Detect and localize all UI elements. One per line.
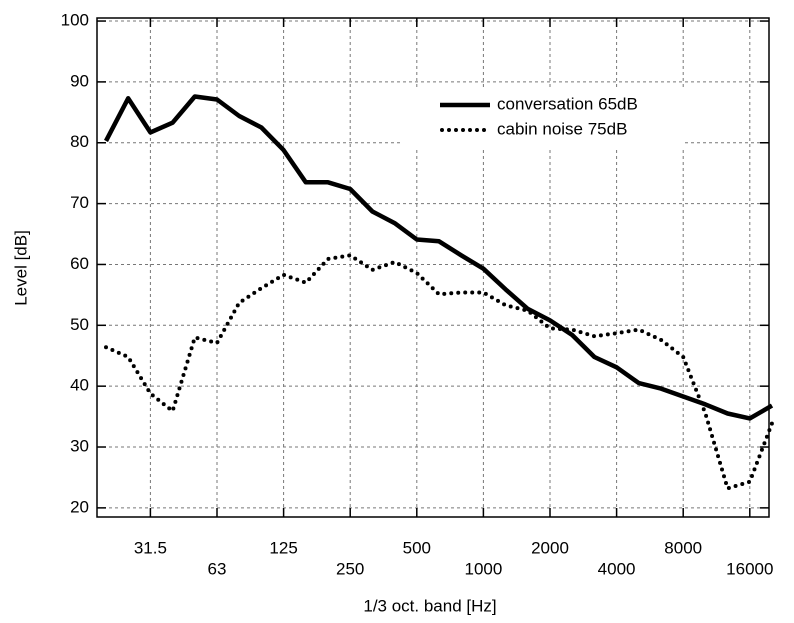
x-tick-label: 4000	[598, 559, 636, 578]
y-tick-label: 60	[70, 254, 89, 273]
x-tick-label: 8000	[664, 538, 702, 557]
y-tick-label: 90	[70, 71, 89, 90]
x-tick-label: 2000	[531, 538, 569, 557]
x-tick-label: 125	[269, 538, 297, 557]
plot-frame	[96, 17, 770, 518]
y-tick-label: 30	[70, 437, 89, 456]
y-tick-label: 50	[70, 315, 89, 334]
y-axis-label: Level [dB]	[11, 230, 30, 306]
y-tick-label: 80	[70, 132, 89, 151]
x-tick-label: 500	[403, 538, 431, 557]
x-tick-label: 31.5	[134, 538, 167, 557]
series-line	[104, 253, 774, 491]
x-tick-label: 1000	[464, 559, 502, 578]
series-line	[104, 94, 774, 421]
y-tick-label: 100	[61, 11, 89, 30]
x-tick-label: 16000	[726, 559, 773, 578]
legend-box	[402, 88, 684, 148]
y-tick-label: 70	[70, 193, 89, 212]
legend-label: cabin noise 75dB	[497, 119, 627, 138]
x-tick-label: 250	[336, 559, 364, 578]
legend-label: conversation 65dB	[497, 94, 638, 113]
y-tick-label: 20	[70, 497, 89, 516]
y-tick-label: 40	[70, 376, 89, 395]
x-tick-label: 63	[208, 559, 227, 578]
x-axis-label: 1/3 oct. band [Hz]	[363, 596, 496, 615]
